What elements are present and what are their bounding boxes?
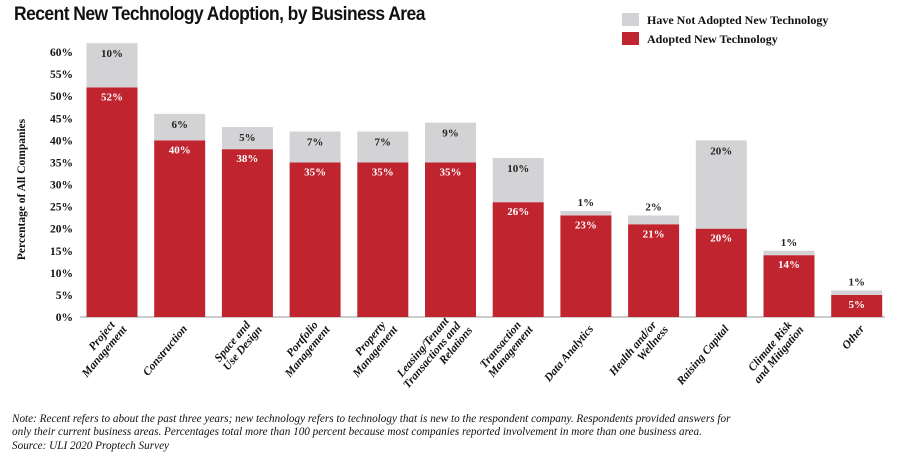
x-tick-label: Construction	[141, 323, 190, 378]
source-line: Source: ULI 2020 Proptech Survey	[12, 439, 169, 452]
chart-title: Recent New Technology Adoption, by Busin…	[14, 4, 425, 25]
y-tick-label: 25%	[50, 202, 73, 214]
note-line-2: only their current business areas. Perce…	[12, 426, 702, 439]
data-label-not-adopted: 1%	[781, 237, 798, 249]
bar-not-adopted	[221, 127, 273, 150]
data-label-adopted: 14%	[778, 259, 800, 271]
y-tick-label: 5%	[56, 290, 73, 302]
y-tick-label: 10%	[50, 268, 73, 280]
x-tick-label: Climate Riskand Mitigation	[743, 316, 807, 386]
bar-adopted	[289, 162, 341, 317]
bar-not-adopted	[357, 131, 409, 163]
bar-adopted	[492, 202, 544, 317]
bar-not-adopted	[831, 290, 883, 295]
y-tick-label: 30%	[50, 180, 73, 192]
data-label-not-adopted: 1%	[578, 197, 595, 209]
x-tick-label: Leasing/TenantTransactions andRelations	[392, 309, 475, 399]
y-tick-label: 40%	[50, 135, 73, 147]
data-label-adopted: 35%	[304, 166, 326, 178]
x-tick-label: Data Analytics	[542, 323, 597, 385]
bar-adopted	[357, 162, 409, 317]
bar-adopted	[86, 87, 138, 317]
y-tick-label: 50%	[50, 91, 73, 103]
bar-adopted	[425, 162, 476, 317]
x-tick-label: Space andUse Design	[212, 316, 265, 373]
bar-not-adopted	[560, 211, 612, 216]
legend-swatch-not-adopted	[622, 13, 639, 26]
y-tick-label: 60%	[50, 47, 73, 59]
chart-note: Note: Recent refers to about the past th…	[12, 413, 900, 453]
x-tick-label: Other	[840, 323, 867, 352]
y-tick-label: 55%	[50, 69, 73, 81]
data-label-adopted: 23%	[575, 219, 597, 231]
y-axis-label: Percentage of All Companies	[16, 118, 28, 260]
x-tick-label: Raising Capital	[674, 323, 732, 389]
data-label-adopted: 26%	[507, 206, 529, 218]
legend-label-adopted: Adopted New Technology	[647, 32, 778, 46]
data-label-adopted: 35%	[440, 166, 462, 178]
data-label-not-adopted: 1%	[848, 277, 865, 289]
note-line-1: Note: Recent refers to about the past th…	[12, 413, 731, 425]
data-label-adopted: 52%	[101, 91, 123, 103]
data-label-adopted: 40%	[169, 144, 191, 156]
bar-adopted	[831, 294, 883, 317]
data-label-not-adopted: 10%	[101, 48, 123, 60]
data-label-adopted: 35%	[372, 166, 394, 178]
y-tick-label: 0%	[56, 312, 73, 324]
x-tick-label: PortfolioManagement	[273, 316, 333, 381]
y-tick-label: 35%	[50, 157, 73, 169]
bar-not-adopted	[154, 113, 206, 141]
data-label-not-adopted: 5%	[239, 132, 256, 144]
bar-adopted	[695, 228, 747, 317]
bar-not-adopted	[425, 122, 476, 163]
data-label-not-adopted: 20%	[710, 145, 732, 157]
bar-not-adopted	[86, 43, 138, 88]
data-label-not-adopted: 6%	[171, 119, 188, 131]
bar-not-adopted	[628, 215, 680, 225]
bar-not-adopted	[763, 250, 815, 256]
x-tick-label: PropertyManagement	[341, 316, 401, 381]
data-label-not-adopted: 10%	[507, 163, 529, 175]
y-tick-label: 15%	[50, 246, 73, 258]
bar-adopted	[221, 149, 273, 317]
data-label-adopted: 38%	[236, 153, 258, 165]
bar-not-adopted	[289, 131, 341, 163]
x-tick-label: TransactionManagement	[476, 316, 536, 381]
y-tick-label: 20%	[50, 224, 73, 236]
legend-label-not-adopted: Have Not Adopted New Technology	[647, 13, 828, 27]
data-label-adopted: 5%	[848, 299, 865, 311]
bar-not-adopted	[695, 140, 747, 229]
x-tick-label: Health and/orWellness	[607, 316, 672, 387]
bar-adopted	[763, 255, 815, 317]
bar-adopted	[560, 215, 612, 317]
data-label-not-adopted: 7%	[375, 137, 392, 149]
data-label-not-adopted: 7%	[307, 137, 324, 149]
stacked-bar-chart: 0% 5% 10% 15% 20% 25% 30% 35% 40% 45% 50% 55% 60% Per…	[16, 13, 885, 399]
data-label-not-adopted: 9%	[442, 128, 459, 140]
bar-adopted	[628, 224, 680, 317]
y-tick-label: 45%	[50, 113, 73, 125]
legend-swatch-adopted	[622, 32, 639, 45]
x-tick-label: ProjectManagement	[70, 316, 130, 381]
bar-not-adopted	[492, 158, 544, 203]
data-label-not-adopted: 2%	[645, 201, 662, 213]
data-label-adopted: 20%	[710, 233, 732, 245]
bar-adopted	[154, 140, 206, 317]
data-label-adopted: 21%	[643, 228, 665, 240]
